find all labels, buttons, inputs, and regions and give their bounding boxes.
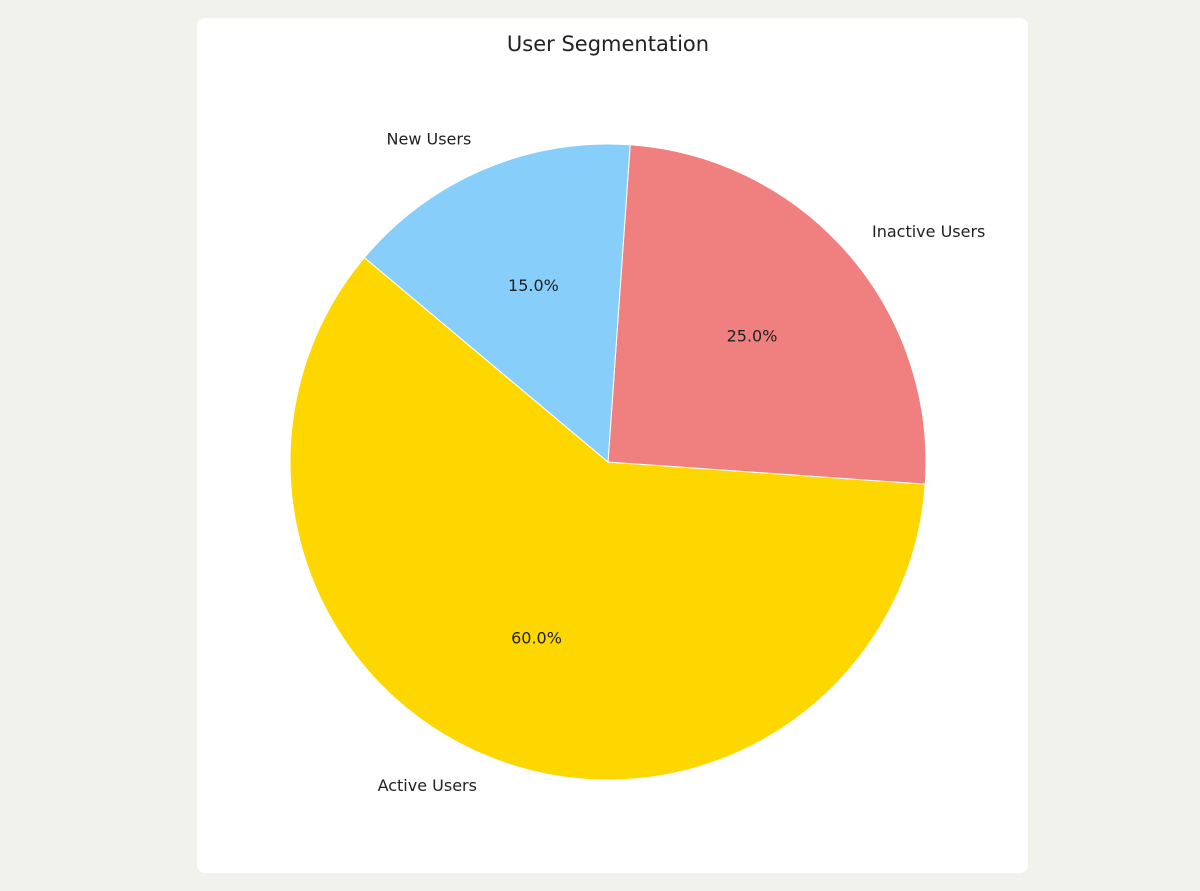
slice-label: Inactive Users	[872, 222, 985, 241]
pie-slice	[607, 144, 927, 485]
percent-label: 25.0%	[727, 326, 778, 345]
percent-label: 60.0%	[511, 628, 562, 647]
slice-label: New Users	[387, 130, 472, 149]
slice-label: Active Users	[378, 776, 477, 795]
percent-label: 15.0%	[508, 276, 559, 295]
chart-title: User Segmentation	[507, 32, 709, 56]
pie-slice	[363, 143, 631, 464]
pie-slice	[289, 256, 926, 781]
